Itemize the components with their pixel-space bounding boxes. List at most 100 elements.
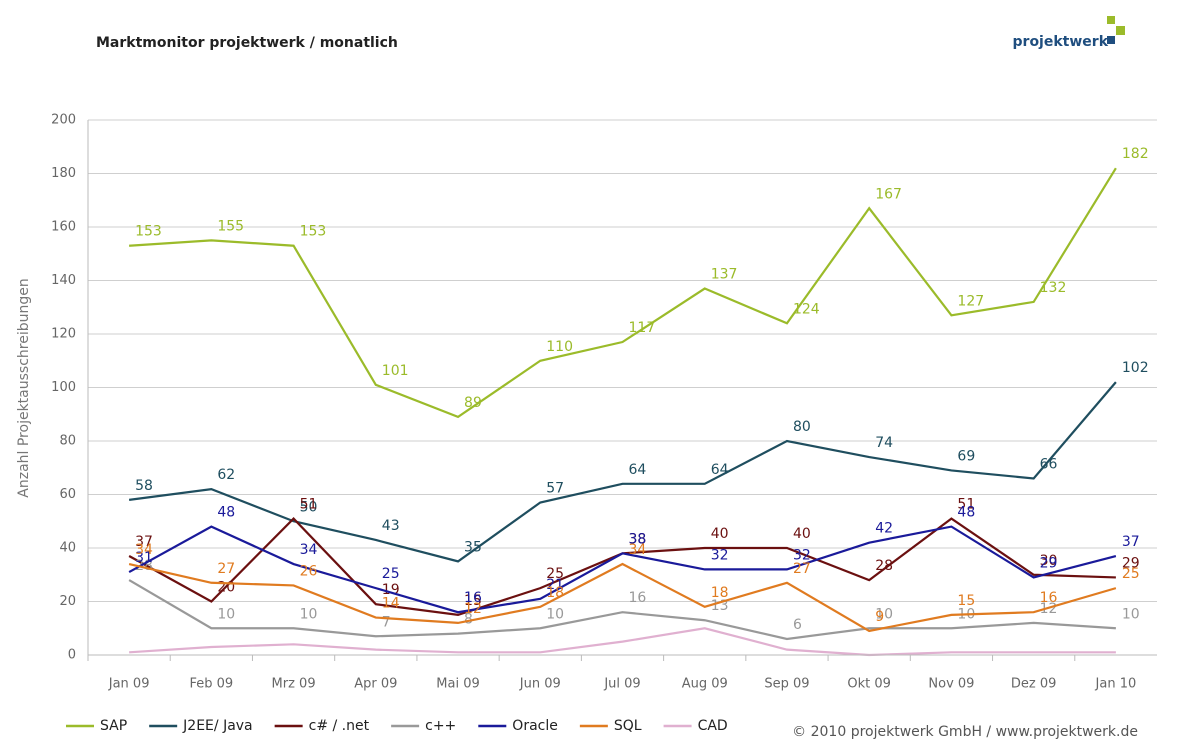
data-label: 124 [793,301,820,317]
data-label: 62 [217,467,235,483]
legend-label: SQL [614,718,642,734]
data-label: 101 [382,363,409,379]
data-label: 10 [217,606,235,622]
data-label: 38 [629,531,647,547]
data-label: 30 [1040,553,1058,569]
data-label: 28 [875,558,893,574]
y-tick-label: 20 [59,594,76,609]
data-label: 8 [464,612,473,628]
data-label: 40 [711,526,729,542]
data-label: 29 [1122,555,1140,571]
y-tick-label: 100 [51,380,76,395]
data-label: 35 [464,539,482,555]
x-tick-label: Nov 09 [928,677,974,692]
data-label: 27 [217,561,235,577]
series-line [128,381,1117,563]
series-line [128,579,1116,641]
data-label: 10 [546,606,564,622]
data-label: 66 [1040,456,1058,472]
data-label: 34 [300,542,318,558]
data-label: 117 [629,320,656,336]
data-label: 153 [135,224,162,240]
series-line [129,627,1116,657]
data-label: 167 [875,186,902,202]
data-label: 26 [300,563,318,579]
data-label: 57 [546,481,564,497]
legend-label: c# / .net [309,718,370,734]
y-tick-label: 160 [51,220,76,235]
data-label: 32 [793,547,811,563]
y-tick-label: 0 [68,648,76,663]
legend-label: c++ [425,718,456,734]
data-label: 16 [629,590,647,606]
data-label: 155 [217,218,244,234]
data-label: 80 [793,419,811,435]
data-label: 153 [300,224,327,240]
x-tick-label: Apr 09 [354,677,397,692]
data-label: 27 [793,561,811,577]
data-label: 9 [875,609,884,625]
data-label: 21 [546,577,564,593]
data-label: 58 [135,478,153,494]
x-tick-label: Sep 09 [764,677,809,692]
y-tick-label: 140 [51,273,76,288]
data-label: 16 [464,590,482,606]
data-label: 6 [793,617,802,633]
footer: © 2010 projektwerk GmbH / www.projektwer… [792,724,1138,740]
data-label: 10 [300,606,318,622]
data-label: 69 [957,448,975,464]
logo-square [1107,36,1115,44]
data-label: 37 [135,534,153,550]
data-label: 18 [711,585,729,601]
data-label: 18 [546,585,564,601]
legend-label: Oracle [512,718,558,734]
logo-square [1107,16,1115,24]
data-label: 38 [629,531,647,547]
data-label: 37 [1122,534,1140,550]
x-tick-label: Jan 10 [1095,677,1137,692]
logo-square [1116,26,1125,35]
x-tick-label: Jun 09 [519,677,561,692]
data-label: 137 [711,267,738,283]
logo: projektwerk [1013,34,1109,50]
legend-label: J2EE/ Java [182,718,252,734]
x-tick-label: Okt 09 [847,677,891,692]
y-tick-label: 120 [51,327,76,342]
data-label: 127 [957,293,984,309]
data-label: 25 [382,566,400,582]
y-tick-label: 180 [51,166,76,181]
data-label: 74 [875,435,893,451]
data-label: 43 [382,518,400,534]
series-line [128,562,1117,633]
data-label: 15 [464,593,482,609]
data-label: 25 [1122,566,1140,582]
data-label: 48 [957,505,975,521]
data-label: 50 [300,499,318,515]
data-label: 110 [546,339,573,355]
x-tick-label: Dez 09 [1011,677,1057,692]
data-label: 25 [546,566,564,582]
x-tick-label: Feb 09 [189,677,233,692]
data-label: 40 [793,526,811,542]
chart-title: Marktmonitor projektwerk / monatlich [96,35,398,51]
data-label: 64 [629,462,647,478]
legend-label: CAD [698,718,728,734]
y-tick-label: 60 [59,487,76,502]
legend-label: SAP [100,718,127,734]
data-label: 16 [1040,590,1058,606]
data-label: 48 [217,505,235,521]
data-label: 20 [217,580,235,596]
data-label: 10 [1122,606,1140,622]
data-label: 10 [875,606,893,622]
data-label: 34 [135,542,153,558]
data-label: 132 [1040,280,1067,296]
data-label: 14 [382,596,400,612]
data-label: 31 [135,550,153,566]
series-line [129,167,1117,419]
data-label: 7 [382,614,391,630]
x-tick-label: Mrz 09 [272,677,316,692]
data-label: 12 [464,601,482,617]
y-axis-label: Anzahl Projektausschreibungen [16,278,32,497]
x-tick-label: Jan 09 [108,677,150,692]
